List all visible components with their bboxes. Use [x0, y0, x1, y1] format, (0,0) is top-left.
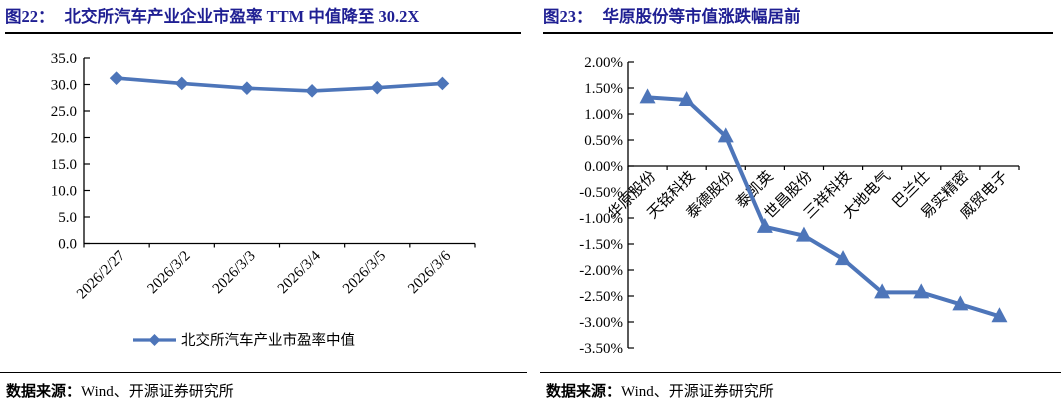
y-tick-label: -0.50% [579, 185, 623, 201]
diamond-marker [240, 81, 254, 96]
legend-diamond-marker [148, 334, 161, 346]
y-tick-label: -3.50% [579, 341, 623, 357]
category-label: 2026/3/5 [340, 248, 389, 297]
figure23-title: 图23： 华原股份等市值涨跌幅居前 [543, 6, 1053, 34]
triangle-marker [835, 250, 852, 266]
series-line [114, 76, 445, 93]
y-tick-label: 25.0 [51, 104, 77, 120]
y-tick-label: 2.00% [584, 55, 623, 71]
triangle-marker [991, 307, 1008, 323]
y-tick-label: -3.00% [579, 315, 623, 331]
figure23-source-label: 数据来源： [546, 384, 622, 400]
y-tick-label: 0.00% [584, 159, 623, 175]
figure22-source-text: Wind、开源证券研究所 [81, 384, 234, 400]
legend-label: 北交所汽车产业市盈率中值 [181, 331, 355, 349]
diamond-marker [435, 76, 450, 91]
diamond-marker [305, 84, 319, 98]
category-label: 2026/3/2 [145, 248, 194, 297]
y-tick-label: -2.50% [579, 289, 623, 305]
figure23-title-text: 华原股份等市值涨跌幅居前 [602, 7, 801, 26]
y-tick-label: 10.0 [51, 184, 77, 200]
legend: 北交所汽车产业市盈率中值 [133, 331, 355, 349]
y-tick-label: -2.00% [579, 263, 623, 279]
figure22-source: 数据来源：Wind、开源证券研究所 [0, 372, 527, 401]
y-tick-label: 0.0 [58, 237, 77, 253]
y-tick-label: 20.0 [51, 131, 77, 147]
triangle-marker [756, 217, 773, 233]
triangle-marker [952, 295, 969, 311]
triangle-marker [874, 283, 891, 299]
category-label: 2026/2/27 [74, 248, 129, 303]
category-label: 2026/3/4 [275, 248, 324, 297]
y-tick-label: 1.50% [584, 81, 623, 97]
y-tick-label: 1.00% [584, 107, 623, 123]
category-label: 2026/3/3 [210, 248, 259, 297]
figure23-line-chart: 2.00% 1.50% 1.00% 0.50% 0.00% -0.50% -1.00% -1.… [579, 55, 1020, 357]
triangle-marker [717, 127, 734, 143]
y-tick-label: 5.0 [58, 210, 77, 226]
figure23-source-text: Wind、开源证券研究所 [621, 384, 774, 400]
series-line [645, 95, 1002, 319]
y-tick-label: 0.50% [584, 133, 623, 149]
category-label: 2026/3/6 [405, 248, 454, 297]
y-tick-label: 15.0 [51, 157, 77, 173]
triangle-marker [678, 90, 695, 106]
figure23-label: 图23： [543, 7, 593, 26]
triangle-marker [639, 88, 656, 104]
figure22-title: 图22： 北交所汽车产业企业市盈率 TTM 中值降至 30.2X [5, 6, 521, 34]
y-tick-label: 35.0 [51, 51, 77, 67]
figure23-source: 数据来源：Wind、开源证券研究所 [540, 372, 1061, 401]
y-tick-label: 30.0 [51, 78, 77, 94]
y-tick-label: -1.50% [579, 237, 623, 253]
figure22-source-label: 数据来源： [6, 384, 82, 400]
figure22-title-text: 北交所汽车产业企业市盈率 TTM 中值降至 30.2X [64, 7, 420, 26]
diamond-marker [109, 71, 124, 85]
y-tick-label: -1.00% [579, 211, 623, 227]
diamond-marker [174, 76, 189, 91]
triangle-marker [913, 283, 930, 299]
diamond-marker [370, 80, 385, 95]
figure22-label: 图22： [5, 7, 55, 26]
triangle-marker [795, 226, 812, 242]
